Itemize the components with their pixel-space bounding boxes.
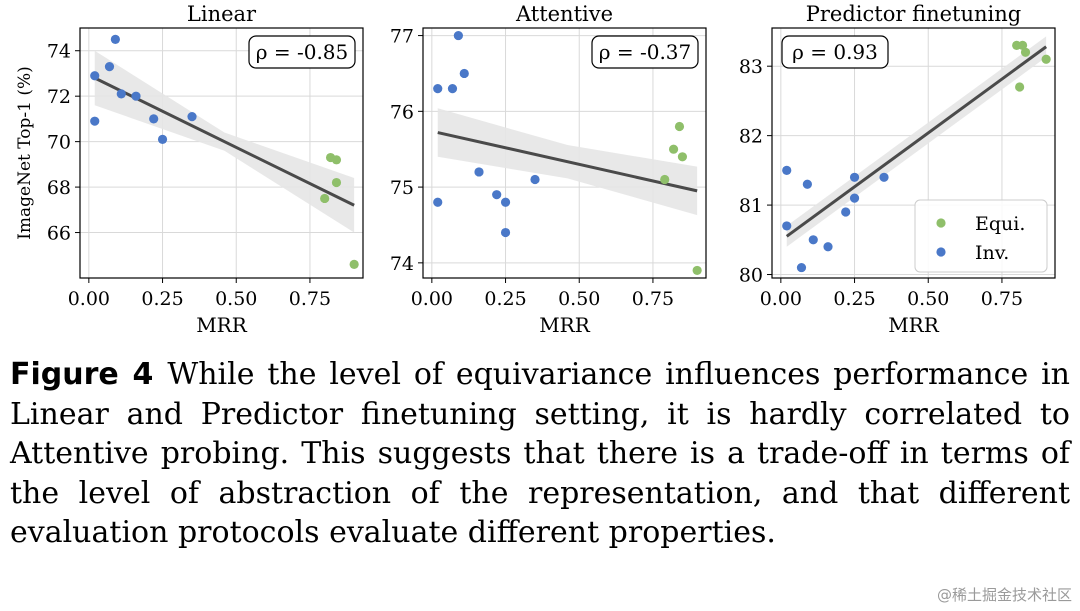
- chart-panel-2: 0.00 0.25 0.50 0.75 74 75 76 77 Attentive MRR ρ = …: [390, 2, 707, 337]
- y-tick-label: 76: [390, 101, 414, 123]
- y-tick-label: 81: [739, 195, 763, 217]
- correlation-label: ρ = -0.85: [256, 40, 349, 64]
- legend-marker-inv: [936, 247, 946, 257]
- chart-title: Attentive: [515, 2, 613, 26]
- x-tick-label: 0.50: [907, 288, 949, 310]
- data-point-inv: [849, 172, 860, 182]
- data-point-equi: [320, 193, 330, 204]
- watermark: @稀土掘金技术社区: [936, 586, 1072, 604]
- data-point-inv: [802, 179, 812, 189]
- data-point-equi: [349, 259, 359, 269]
- y-tick-label: 74: [390, 253, 414, 275]
- chart-panel-3: 0.00 0.25 0.50 0.75 80 81 82 83 Predictor finetu…: [739, 2, 1056, 337]
- plot-frame: [422, 27, 707, 279]
- data-point-inv: [808, 235, 818, 245]
- data-point-inv: [474, 167, 484, 177]
- data-point-inv: [500, 197, 511, 207]
- data-point-equi: [677, 152, 688, 162]
- data-point-inv: [90, 116, 100, 126]
- figure-plots: 0.00 0.25 0.50 0.75 66 68 70 72 74 Linear MRR Image…: [15, 2, 1056, 337]
- y-tick-label: 83: [739, 56, 763, 78]
- correlation-box: [248, 35, 356, 69]
- data-point-inv: [90, 71, 100, 81]
- data-point-inv: [104, 62, 115, 72]
- legend-label-equi: Equi.: [975, 213, 1025, 235]
- data-point-inv: [433, 197, 443, 207]
- plot-frame: [79, 27, 364, 279]
- chart-title: Predictor finetuning: [806, 2, 1021, 26]
- figure-caption: Figure 4 While the level of equivariance …: [10, 355, 1070, 553]
- data-point-inv: [782, 165, 792, 175]
- correlation-label: ρ = -0.37: [599, 40, 692, 64]
- correlation-box: [781, 35, 889, 69]
- x-axis-label: MRR: [539, 313, 591, 337]
- data-point-inv: [841, 207, 851, 217]
- data-point-inv: [500, 227, 511, 238]
- x-tick-label: 0.25: [833, 288, 875, 310]
- x-axis-label: MRR: [196, 313, 248, 337]
- x-tick-label: 0.25: [484, 288, 526, 310]
- data-point-inv: [823, 242, 833, 252]
- y-tick-label: 72: [47, 86, 71, 108]
- legend-label-inv: Inv.: [975, 242, 1009, 264]
- data-point-equi: [1020, 47, 1031, 57]
- data-point-inv: [157, 134, 168, 144]
- chart-panel-1: 0.00 0.25 0.50 0.75 66 68 70 72 74 Linear MRR Image…: [15, 2, 364, 337]
- data-point-inv: [447, 84, 458, 94]
- figure-label: Figure 4: [10, 357, 154, 392]
- y-tick-label: 82: [739, 126, 763, 148]
- regression-line: [785, 45, 1048, 238]
- data-point-equi: [1015, 82, 1025, 92]
- data-point-inv: [149, 114, 159, 124]
- correlation-label: ρ = 0.93: [792, 40, 878, 64]
- data-point-inv: [459, 68, 469, 79]
- data-point-equi: [692, 265, 702, 276]
- data-point-equi: [331, 155, 342, 165]
- y-tick-label: 75: [390, 177, 414, 199]
- chart-title: Linear: [187, 2, 257, 26]
- x-tick-label: 0.75: [289, 288, 331, 310]
- legend-marker-equi: [936, 218, 946, 228]
- y-tick-label: 80: [739, 265, 763, 287]
- data-point-equi: [668, 144, 679, 154]
- data-point-inv: [187, 112, 197, 122]
- plot-frame: [771, 27, 1056, 279]
- y-tick-label: 70: [47, 132, 71, 154]
- x-tick-label: 0.00: [411, 288, 453, 310]
- regression-line: [437, 131, 698, 193]
- data-point-equi: [660, 174, 670, 185]
- figure-caption-text: While the level of equivariance influenc…: [10, 357, 1070, 550]
- data-point-equi: [674, 121, 685, 132]
- x-tick-label: 0.00: [760, 288, 802, 310]
- x-tick-label: 0.75: [981, 288, 1023, 310]
- data-point-inv: [879, 172, 889, 182]
- data-point-equi: [1017, 40, 1028, 50]
- data-point-inv: [530, 174, 540, 185]
- y-tick-label: 66: [47, 223, 71, 245]
- correlation-box: [591, 35, 699, 69]
- legend-box: [914, 199, 1048, 273]
- y-tick-label: 74: [47, 41, 71, 63]
- data-point-inv: [796, 262, 807, 273]
- data-point-inv: [492, 190, 502, 200]
- x-tick-label: 0.50: [215, 288, 257, 310]
- x-tick-label: 0.00: [68, 288, 110, 310]
- x-tick-label: 0.25: [141, 288, 183, 310]
- x-tick-label: 0.75: [632, 288, 674, 310]
- data-point-inv: [116, 89, 126, 99]
- data-point-equi: [1041, 54, 1051, 64]
- x-axis-label: MRR: [888, 313, 940, 337]
- data-point-inv: [849, 193, 860, 203]
- data-point-inv: [782, 221, 792, 231]
- data-point-equi: [331, 177, 342, 188]
- data-point-inv: [433, 84, 443, 94]
- y-tick-label: 77: [390, 26, 414, 48]
- data-point-inv: [131, 91, 141, 101]
- data-point-inv: [453, 30, 463, 41]
- y-axis-label: ImageNet Top-1 (%): [15, 66, 35, 240]
- x-tick-label: 0.50: [558, 288, 600, 310]
- y-tick-label: 68: [47, 177, 71, 199]
- data-point-inv: [110, 34, 120, 44]
